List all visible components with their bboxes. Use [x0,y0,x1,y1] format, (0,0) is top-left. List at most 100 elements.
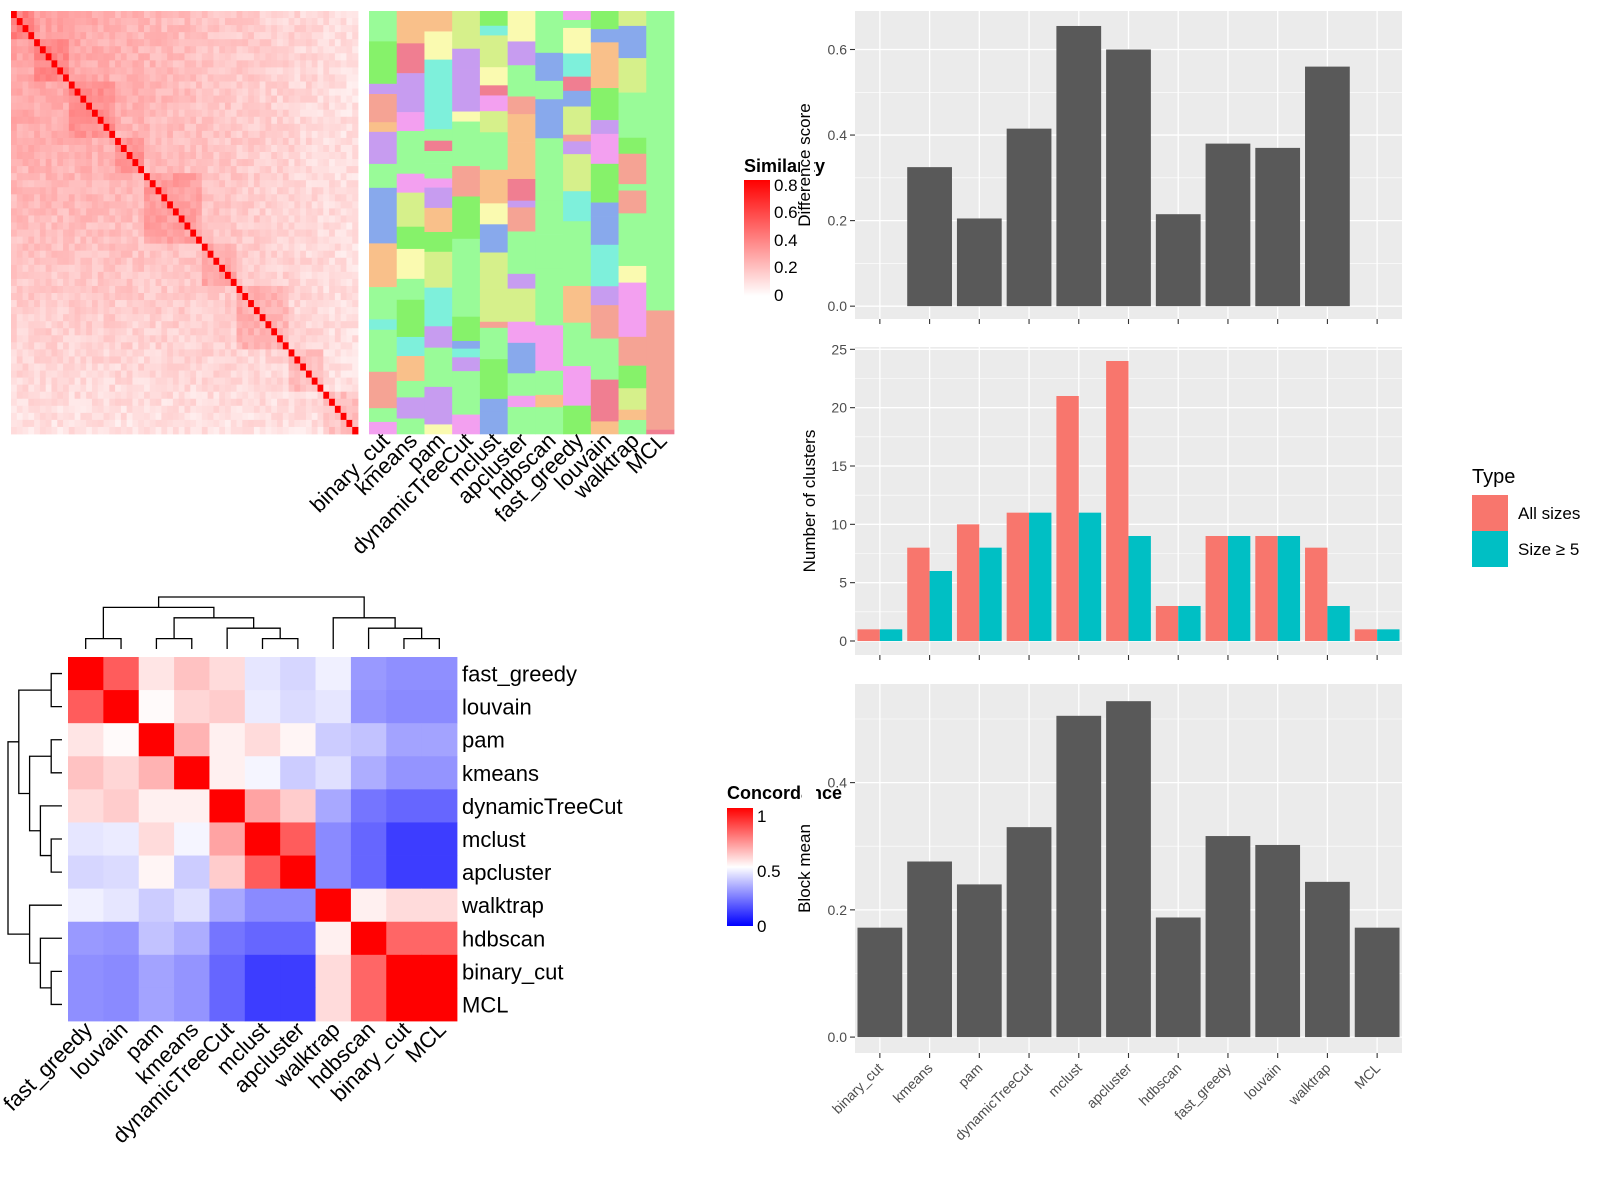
similarity-cell [253,102,261,111]
similarity-cell [300,229,307,237]
similarity-cell [329,180,336,188]
similarity-cell [184,335,191,343]
similarity-cell [236,398,243,407]
similarity-cell [22,349,29,357]
similarity-cell [120,180,128,188]
similarity-cell [236,391,243,400]
similarity-cell [138,187,145,195]
similarity-cell [74,264,81,273]
class-cell [424,59,453,73]
concordance-cell [138,789,175,823]
similarity-cell [219,307,226,315]
similarity-cell [230,180,237,188]
similarity-cell [120,222,128,230]
similarity-cell [277,116,284,125]
similarity-cell [236,222,243,230]
similarity-cell [120,363,128,371]
concordance-cell [421,756,458,790]
similarity-cell [126,264,133,273]
similarity-cell [329,46,336,54]
similarity-cell [294,377,301,386]
similarity-cell [219,152,226,160]
similarity-cell [103,426,110,435]
similarity-cell [22,307,29,315]
similarity-cell [86,398,93,407]
similarity-cell [103,391,110,400]
similarity-cell [294,137,301,146]
similarity-cell [172,229,180,237]
class-cell [563,134,592,142]
similarity-cell [22,18,29,26]
similarity-cell [126,81,133,89]
similarity-cell [242,67,249,75]
similarity-cell [63,307,70,315]
similarity-cell [288,384,295,393]
similarity-cell [184,285,191,294]
similarity-cell [109,74,116,82]
similarity-cell [57,426,64,435]
similarity-cell [80,300,87,308]
similarity-cell [45,328,52,336]
similarity-cell [219,264,226,273]
similarity-cell [334,46,342,54]
similarity-cell [39,229,47,237]
similarity-cell [207,215,214,223]
similarity-cell [213,370,220,378]
similarity-cell [155,159,162,167]
similarity-cell [57,187,64,195]
similarity-cell [144,335,151,343]
similarity-cell [28,307,35,315]
similarity-cell [91,88,99,96]
similarity-cell [86,11,93,19]
similarity-cell [103,166,110,174]
class-cell [369,41,398,85]
similarity-cell [57,257,64,266]
similarity-cell [277,46,284,54]
similarity-cell [323,32,330,40]
similarity-cell [242,144,249,153]
similarity-cell [317,32,324,40]
concordance-cell [209,855,246,890]
similarity-cell [213,123,220,132]
similarity-cell [352,363,359,371]
similarity-cell [236,152,243,160]
similarity-cell [253,412,261,421]
similarity-cell [86,180,93,188]
similarity-cell [242,201,249,209]
similarity-cell [63,250,70,259]
similarity-cell [323,201,330,209]
similarity-cell [184,215,191,223]
similarity-cell [172,123,180,132]
similarity-cell [80,342,87,350]
similarity-cell [213,293,220,301]
similarity-cell [219,180,226,188]
similarity-cell [224,398,232,407]
similarity-cell [196,243,203,252]
similarity-cell [120,264,128,273]
similarity-cell [323,53,330,61]
similarity-cell [190,300,197,308]
similarity-cell [242,321,249,329]
similarity-cell [109,187,116,195]
similarity-cell [230,130,237,139]
similarity-cell [334,243,342,252]
similarity-cell [91,307,99,315]
similarity-cell [311,67,318,75]
similarity-cell [161,201,168,209]
similarity-cell [329,391,336,400]
similarity-cell [86,74,93,82]
similarity-cell [34,208,41,216]
class-cell [396,11,425,44]
similarity-cell [109,144,116,153]
similarity-colorbar [744,180,770,296]
similarity-cell [346,314,353,322]
similarity-cell [294,88,301,96]
similarity-cell [317,222,324,230]
bar [1255,147,1301,307]
similarity-cell [167,293,174,301]
similarity-cell [155,194,162,202]
class-cell [618,316,647,338]
similarity-cell [161,356,168,364]
similarity-cell [126,363,133,371]
similarity-cell [207,419,214,428]
